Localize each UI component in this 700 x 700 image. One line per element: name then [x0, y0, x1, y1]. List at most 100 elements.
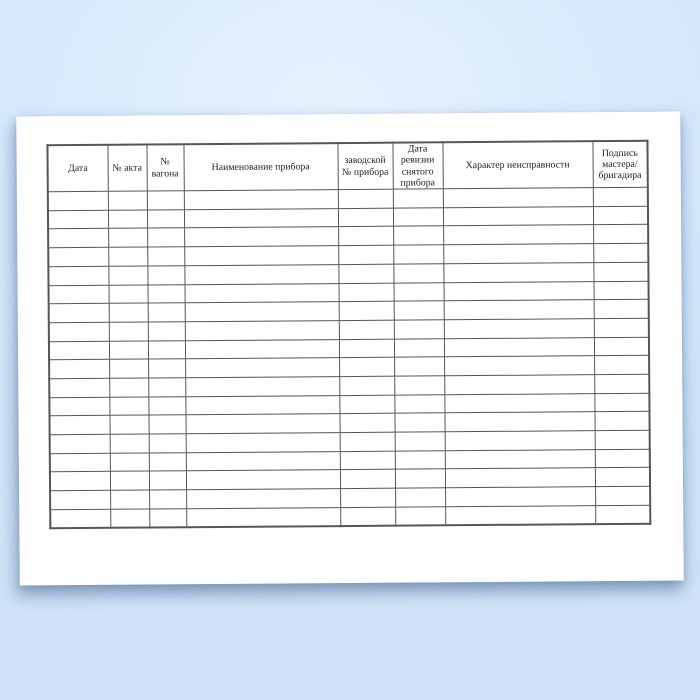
empty-cell [148, 358, 186, 378]
empty-cell [110, 508, 150, 528]
empty-cell [444, 430, 595, 451]
empty-cell [393, 263, 444, 283]
empty-cell [443, 299, 594, 320]
empty-cell [393, 244, 444, 264]
empty-cell [338, 282, 394, 302]
empty-cell [339, 357, 395, 377]
column-header-wagon-number: № вагона [146, 144, 184, 192]
empty-cell [393, 282, 444, 302]
empty-cell [109, 377, 149, 397]
column-header-factory-number: заводской № прибора [337, 142, 393, 190]
empty-cell [185, 432, 340, 453]
empty-cell [48, 247, 109, 267]
empty-cell [444, 411, 595, 432]
empty-cell [148, 415, 186, 435]
table-body [47, 187, 651, 529]
empty-cell [339, 432, 395, 452]
empty-cell [593, 299, 649, 319]
empty-cell [445, 505, 596, 526]
empty-cell [108, 284, 148, 304]
empty-cell [393, 300, 444, 321]
empty-cell [49, 415, 110, 435]
empty-cell [49, 452, 110, 473]
empty-cell [592, 187, 648, 207]
empty-cell [340, 488, 396, 508]
empty-cell [185, 469, 341, 490]
empty-cell [48, 322, 109, 342]
empty-cell [109, 359, 149, 379]
empty-cell [183, 208, 339, 229]
empty-cell [183, 189, 338, 210]
empty-cell [186, 507, 341, 528]
empty-cell [337, 189, 393, 209]
empty-cell [593, 336, 650, 356]
empty-cell [109, 415, 149, 435]
empty-cell [185, 413, 340, 434]
empty-cell [107, 209, 148, 229]
empty-cell [48, 284, 109, 304]
empty-cell [337, 207, 394, 228]
empty-cell [593, 224, 649, 244]
column-header-revision-date: Дата ревизии снятого прибора [392, 142, 443, 190]
empty-cell [392, 188, 443, 208]
empty-cell [445, 486, 596, 507]
empty-cell [442, 206, 594, 227]
empty-cell [394, 375, 445, 395]
empty-cell [146, 190, 184, 210]
empty-cell [443, 318, 594, 339]
empty-cell [47, 210, 109, 230]
empty-cell [108, 265, 148, 285]
empty-cell [50, 490, 111, 510]
empty-cell [49, 378, 110, 398]
empty-cell [339, 413, 395, 433]
empty-cell [338, 320, 394, 340]
empty-cell [393, 319, 444, 339]
paper-sheet: Дата № акта № вагона Наименование прибор… [16, 111, 684, 586]
empty-cell [395, 487, 446, 507]
empty-cell [394, 413, 445, 433]
empty-cell [444, 468, 596, 488]
empty-cell [47, 191, 108, 211]
empty-cell [48, 303, 109, 323]
empty-cell [394, 431, 445, 451]
empty-cell [147, 321, 185, 341]
empty-cell [108, 340, 149, 360]
empty-cell [109, 471, 150, 491]
empty-cell [185, 357, 340, 378]
empty-cell [444, 449, 595, 470]
empty-cell [147, 340, 186, 360]
empty-cell [338, 301, 394, 321]
empty-cell [184, 227, 339, 247]
empty-cell [394, 469, 446, 489]
empty-cell [184, 245, 339, 266]
empty-cell [393, 338, 445, 358]
empty-cell [394, 394, 445, 414]
empty-cell [185, 376, 340, 397]
empty-cell [109, 396, 149, 416]
empty-cell [109, 452, 149, 472]
empty-cell [185, 395, 340, 416]
empty-cell [593, 280, 649, 300]
column-header-device-name: Наименование прибора [183, 143, 338, 191]
empty-cell [593, 243, 649, 263]
empty-cell [148, 452, 186, 472]
empty-cell [392, 207, 444, 227]
empty-cell [338, 338, 395, 358]
empty-cell [48, 228, 109, 248]
empty-cell [148, 471, 187, 491]
empty-cell [444, 355, 595, 376]
empty-cell [107, 191, 147, 211]
empty-cell [443, 225, 594, 245]
empty-cell [49, 396, 110, 417]
empty-cell [148, 377, 186, 397]
empty-cell [184, 283, 339, 303]
empty-cell [592, 206, 649, 226]
empty-cell [394, 450, 445, 470]
empty-cell [593, 262, 649, 282]
header-row: Дата № акта № вагона Наименование прибор… [47, 140, 648, 192]
empty-cell [393, 226, 444, 246]
empty-cell [443, 243, 594, 264]
empty-cell [339, 376, 395, 396]
empty-cell [593, 318, 649, 338]
empty-cell [108, 228, 148, 248]
